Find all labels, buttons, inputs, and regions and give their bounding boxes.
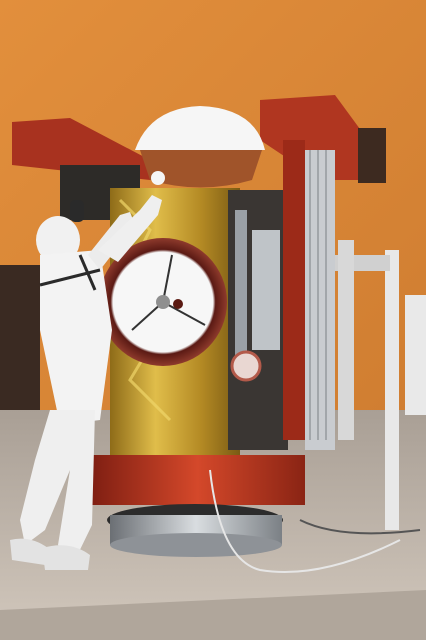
dome-cover (135, 106, 265, 150)
suit-torso (40, 250, 112, 425)
right-boot (42, 545, 90, 570)
instrument-rail (235, 210, 247, 370)
suit-legs (20, 410, 95, 560)
red-panel-left (12, 118, 150, 180)
solar-hinge (338, 240, 354, 440)
goggles (70, 200, 84, 222)
doorway (0, 265, 40, 415)
technician (10, 171, 165, 570)
red-vertical-panel (283, 140, 305, 440)
instrument-box (252, 230, 280, 350)
dish-hub (156, 295, 170, 309)
floor-plate (0, 590, 426, 640)
cabinet (405, 295, 426, 415)
red-panel-right (260, 95, 368, 180)
sensor-disk (230, 350, 262, 382)
panel-shadow (358, 128, 386, 183)
left-boot (10, 538, 48, 565)
stand-post (385, 250, 399, 530)
right-arm (98, 195, 162, 262)
hood (36, 216, 80, 264)
cable (209, 469, 401, 573)
red-base-band (90, 455, 305, 505)
dome-base (140, 150, 262, 188)
glove (151, 171, 165, 185)
